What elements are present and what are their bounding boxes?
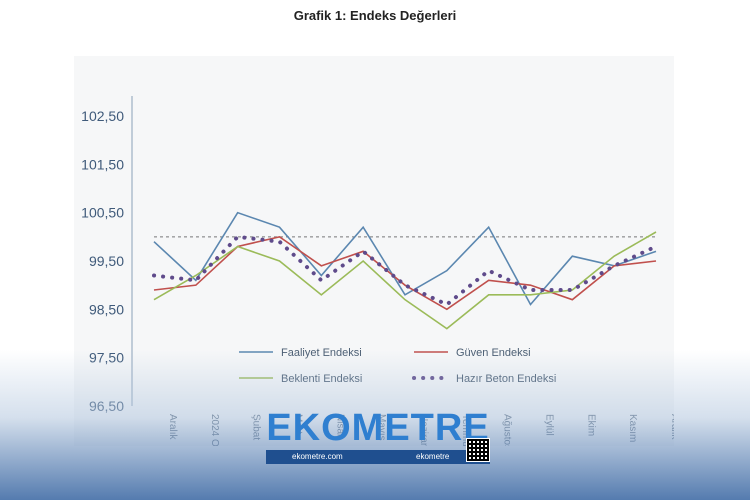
data-point (446, 304, 448, 306)
data-point (488, 270, 490, 272)
x-tick-label: Ekim (585, 414, 596, 436)
data-point (655, 231, 657, 233)
data-point (655, 246, 657, 248)
data-point (321, 280, 323, 282)
data-point (195, 284, 197, 286)
x-tick-label: 2024 Ocak (209, 414, 220, 446)
data-point (237, 246, 239, 248)
x-tick-label: Ağustos (502, 414, 513, 446)
y-tick-label: 102,50 (81, 108, 124, 124)
data-point (321, 294, 323, 296)
data-point (195, 280, 197, 282)
series-group (152, 211, 658, 330)
data-point (613, 265, 615, 267)
data-point (572, 255, 574, 257)
data-point (613, 255, 615, 257)
y-tick-label: 99,50 (89, 253, 124, 269)
data-point (153, 299, 155, 301)
data-point (321, 265, 323, 267)
logo-url: ekometre.com (292, 452, 343, 461)
legend: Faaliyet Endeksi Güven Endeksi Beklenti En… (239, 347, 556, 385)
x-tick-label: Aralık (167, 414, 178, 441)
y-tick-label: 100,50 (81, 205, 124, 221)
legend-label: Güven Endeksi (456, 347, 531, 359)
x-tick-label: Eylül (544, 414, 555, 436)
chart-title: Grafik 1: Endeks Değerleri (293, 8, 457, 23)
y-axis: 102,50 101,50 100,50 99,50 98,50 97,50 96,50 (81, 96, 133, 414)
data-point (488, 280, 490, 282)
data-point (321, 275, 323, 277)
data-point (446, 270, 448, 272)
watermark-logo: EKOMETRE ekometre.com ekometre (266, 408, 490, 464)
data-point (362, 251, 364, 253)
logo-info-bar: ekometre.com ekometre (266, 450, 490, 464)
data-point (446, 309, 448, 311)
data-point (153, 289, 155, 291)
data-point (237, 236, 239, 238)
y-tick-label: 96,50 (89, 398, 124, 414)
data-point (404, 299, 406, 301)
data-point (655, 260, 657, 262)
data-point (279, 260, 281, 262)
data-point (572, 289, 574, 291)
data-point (404, 294, 406, 296)
data-point (362, 226, 364, 228)
data-point (404, 284, 406, 286)
data-point (362, 260, 364, 262)
data-point (530, 289, 532, 291)
data-point (572, 299, 574, 301)
data-point (530, 284, 532, 286)
brand-wordmark: EKOMETRE (266, 407, 490, 449)
data-point (279, 236, 281, 238)
y-tick-label: 101,50 (81, 156, 124, 172)
x-tick-label: Aralık (669, 414, 674, 441)
series-line-2 (153, 231, 657, 330)
data-point (488, 226, 490, 228)
data-point (530, 304, 532, 306)
data-point (279, 241, 281, 243)
data-point (530, 294, 532, 296)
series-line-1 (153, 235, 657, 311)
data-point (279, 226, 281, 228)
data-point (446, 328, 448, 330)
legend-label: Beklenti Endeksi (281, 373, 362, 385)
series-line-0 (153, 211, 657, 306)
logo-handle: ekometre (416, 452, 450, 461)
data-point (195, 275, 197, 277)
x-tick-label: Şubat (251, 414, 262, 440)
data-point (237, 212, 239, 214)
x-tick-label: Kasım (627, 414, 638, 442)
data-point (488, 294, 490, 296)
y-tick-label: 98,50 (89, 301, 124, 317)
line-chart: 102,50 101,50 100,50 99,50 98,50 97,50 96,50 A… (81, 96, 674, 446)
legend-label: Faaliyet Endeksi (281, 347, 362, 359)
qr-code-icon (466, 438, 490, 462)
data-point (153, 241, 155, 243)
legend-label: Hazır Beton Endeksi (456, 373, 556, 385)
y-tick-label: 97,50 (89, 350, 124, 366)
data-point (655, 251, 657, 253)
data-point (153, 275, 155, 277)
chart-panel: 102,50 101,50 100,50 99,50 98,50 97,50 96,50 A… (74, 56, 674, 446)
